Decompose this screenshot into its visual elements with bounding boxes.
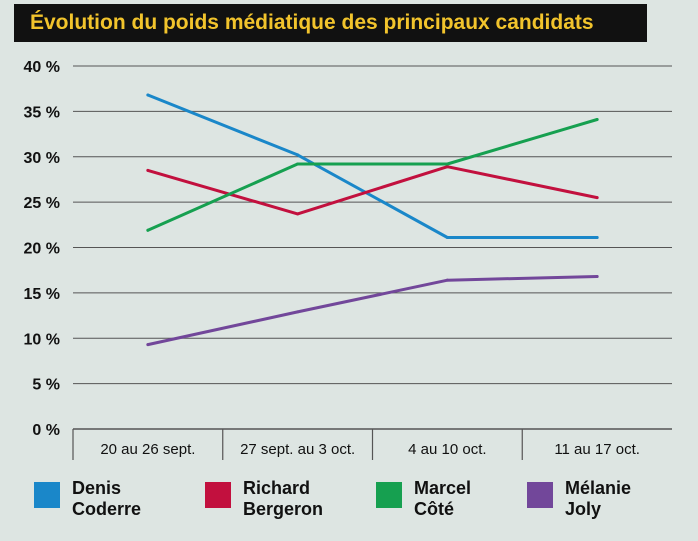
data-point: [445, 165, 449, 169]
data-point: [146, 343, 150, 347]
data-point: [296, 162, 300, 166]
legend-label-line: Joly: [565, 499, 602, 519]
legend-label: Marcel Côté: [414, 478, 471, 520]
legend-label-line: Côté: [414, 499, 454, 519]
data-point: [595, 236, 599, 240]
legend-label: Denis Coderre: [72, 478, 141, 520]
y-tick-label: 5 %: [32, 377, 60, 394]
legend-swatch: [527, 482, 553, 508]
series-line-4: [146, 275, 599, 347]
legend-swatch: [205, 482, 231, 508]
x-tick-label: 27 sept. au 3 oct.: [240, 441, 355, 458]
legend-label-line: Coderre: [72, 499, 142, 519]
data-point: [146, 168, 150, 172]
y-tick-label: 35 %: [24, 104, 60, 121]
x-tick-label: 4 au 10 oct.: [408, 441, 486, 458]
data-point: [296, 212, 300, 216]
legend-item: Marcel Côté: [376, 478, 471, 520]
legend-item: Richard Bergeron: [205, 478, 323, 520]
legend-item: Denis Coderre: [34, 478, 141, 520]
y-tick-label: 10 %: [24, 331, 60, 348]
legend-item: Mélanie Joly: [527, 478, 631, 520]
x-tick-label: 11 au 17 oct.: [554, 441, 640, 458]
legend-swatch: [376, 482, 402, 508]
data-point: [445, 236, 449, 240]
legend-label-line: Denis: [72, 478, 122, 498]
y-tick-label: 0 %: [32, 422, 60, 439]
y-tick-label: 20 %: [24, 241, 60, 258]
title-bar: Évolution du poids médiatique des princi…: [14, 4, 647, 42]
data-point: [595, 118, 599, 122]
series-line-1: [146, 93, 599, 239]
data-point: [146, 93, 150, 97]
legend-label-line: Richard: [243, 478, 311, 498]
y-tick-label: 30 %: [24, 150, 60, 167]
legend-label-line: Marcel: [414, 478, 472, 498]
legend-label: Mélanie Joly: [565, 478, 631, 520]
legend-label-line: Mélanie: [565, 478, 632, 498]
y-tick-label: 40 %: [24, 59, 60, 76]
series-line-2: [146, 165, 599, 216]
data-point: [445, 162, 449, 166]
legend-label: Richard Bergeron: [243, 478, 323, 520]
legend-label-line: Bergeron: [243, 499, 324, 519]
series-line-3: [146, 118, 599, 232]
data-point: [146, 228, 150, 232]
data-point: [595, 196, 599, 200]
x-tick-label: 20 au 26 sept.: [100, 441, 195, 458]
data-point: [296, 310, 300, 314]
data-point: [445, 278, 449, 282]
y-tick-label: 25 %: [24, 195, 60, 212]
data-point: [595, 275, 599, 279]
legend-swatch: [34, 482, 60, 508]
chart-title: Évolution du poids médiatique des princi…: [30, 11, 594, 34]
data-point: [296, 153, 300, 157]
y-tick-label: 15 %: [24, 286, 60, 303]
